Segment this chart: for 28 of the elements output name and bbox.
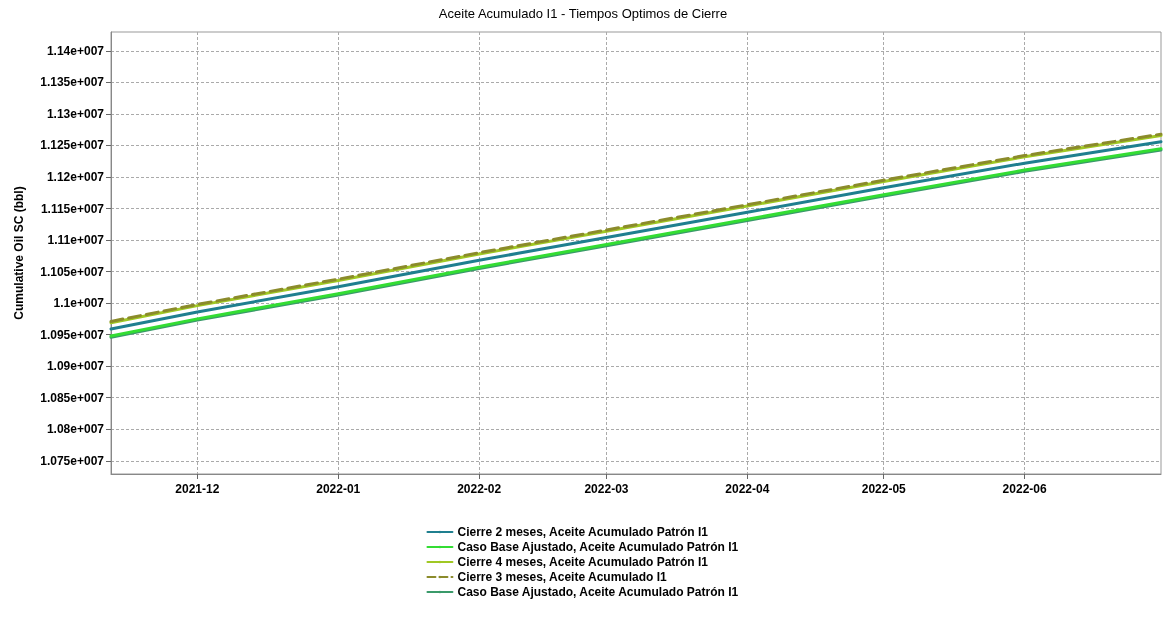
x-tick-label: 2022-06 [1002, 482, 1047, 496]
legend-label: Cierre 2 meses, Aceite Acumulado Patrón I1 [457, 525, 709, 539]
y-tick-label: 1.125e+007 [40, 138, 105, 153]
y-tick-label: 1.075e+007 [40, 453, 105, 468]
legend-label: Cierre 3 meses, Aceite Acumulado I1 [457, 570, 667, 584]
x-tick-label: 2021-12 [175, 482, 220, 496]
legend-label: Cierre 4 meses, Aceite Acumulado Patrón I1 [457, 555, 709, 569]
legend-label: Caso Base Ajustado, Aceite Acumulado Patrón I1 [457, 585, 739, 599]
y-tick-label: 1.1e+007 [53, 296, 105, 311]
y-tick-label: 1.105e+007 [40, 264, 105, 279]
y-axis-title: Cumulative Oil SC (bbl) [12, 186, 26, 320]
y-tick-label: 1.115e+007 [40, 201, 105, 216]
x-tick-label: 2022-04 [725, 482, 770, 496]
chart-title: Aceite Acumulado I1 - Tiempos Optimos de Cierre [438, 6, 728, 21]
y-tick-label: 1.14e+007 [46, 43, 105, 58]
x-tick-label: 2022-05 [861, 482, 907, 496]
legend-label: Caso Base Ajustado, Aceite Acumulado Patrón I1 [457, 540, 739, 554]
y-tick-label: 1.095e+007 [40, 327, 105, 342]
y-tick-label: 1.12e+007 [46, 170, 105, 185]
y-tick-label: 1.085e+007 [40, 390, 105, 405]
x-tick-label: 2022-03 [584, 482, 629, 496]
x-tick-label: 2022-01 [316, 482, 361, 496]
y-tick-label: 1.09e+007 [46, 359, 105, 374]
y-tick-label: 1.11e+007 [47, 233, 105, 248]
x-tick-label: 2022-02 [457, 482, 502, 496]
y-tick-label: 1.135e+007 [40, 75, 105, 90]
y-tick-label: 1.08e+007 [46, 422, 105, 437]
y-tick-label: 1.13e+007 [46, 106, 105, 121]
